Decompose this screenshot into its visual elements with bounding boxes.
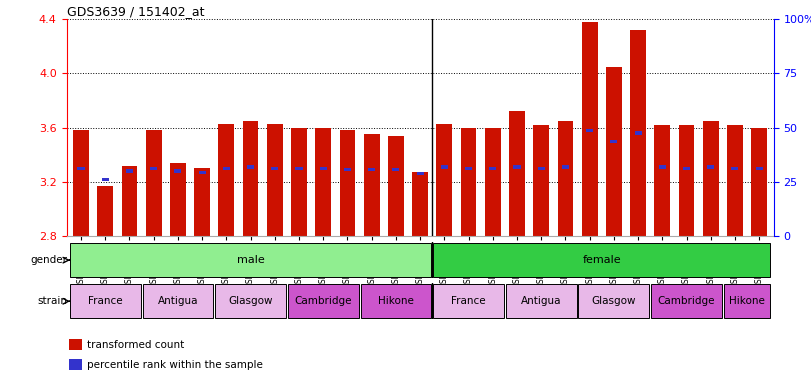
Bar (174, 169, 182, 173)
Bar (70, 285, 140, 318)
Bar (417, 172, 423, 175)
Bar (461, 128, 476, 236)
Bar (756, 167, 762, 170)
Bar (271, 167, 278, 170)
Text: Antigua: Antigua (157, 296, 198, 306)
Bar (315, 128, 331, 236)
Bar (267, 124, 283, 236)
Bar (436, 124, 453, 236)
Bar (586, 129, 593, 132)
Text: France: France (451, 296, 486, 306)
Bar (654, 125, 670, 236)
Bar (122, 166, 137, 236)
Bar (247, 165, 254, 169)
Bar (146, 131, 161, 236)
Text: gender: gender (30, 255, 67, 265)
Bar (538, 167, 545, 170)
Bar (291, 128, 307, 236)
Text: France: France (88, 296, 122, 306)
Text: GDS3639 / 151402_at: GDS3639 / 151402_at (67, 5, 204, 18)
Bar (150, 167, 157, 170)
Bar (73, 131, 89, 236)
Bar (215, 285, 286, 318)
Bar (433, 243, 770, 277)
Bar (634, 131, 642, 135)
Bar (195, 168, 210, 236)
Bar (578, 285, 650, 318)
Bar (751, 128, 767, 236)
Bar (606, 67, 622, 236)
Text: Glasgow: Glasgow (591, 296, 636, 306)
Bar (723, 285, 770, 318)
Text: Hikone: Hikone (729, 296, 765, 306)
Bar (433, 285, 504, 318)
Bar (489, 167, 496, 170)
Bar (659, 165, 666, 169)
Bar (126, 169, 133, 173)
Text: Glasgow: Glasgow (229, 296, 272, 306)
Bar (364, 134, 380, 236)
Text: percentile rank within the sample: percentile rank within the sample (87, 360, 263, 370)
Bar (223, 167, 230, 170)
Bar (506, 285, 577, 318)
Bar (513, 165, 521, 169)
Bar (340, 131, 355, 236)
Text: Cambridge: Cambridge (294, 296, 352, 306)
Text: Hikone: Hikone (378, 296, 414, 306)
Bar (679, 125, 694, 236)
Text: male: male (237, 255, 264, 265)
Bar (69, 339, 82, 350)
Bar (388, 136, 404, 236)
Bar (368, 168, 375, 171)
Bar (703, 121, 719, 236)
Bar (683, 167, 690, 170)
Bar (562, 165, 569, 169)
Bar (630, 30, 646, 236)
Bar (727, 125, 743, 236)
Bar (242, 121, 259, 236)
Bar (485, 128, 500, 236)
Bar (707, 165, 714, 169)
Bar (611, 139, 617, 143)
Text: female: female (582, 255, 621, 265)
Bar (440, 165, 448, 169)
Bar (465, 167, 472, 170)
Bar (393, 168, 400, 171)
Bar (101, 177, 109, 181)
Text: Cambridge: Cambridge (658, 296, 715, 306)
Bar (70, 243, 431, 277)
Bar (557, 121, 573, 236)
Text: strain: strain (37, 296, 67, 306)
Bar (288, 285, 358, 318)
Bar (143, 285, 213, 318)
Bar (534, 125, 549, 236)
Bar (344, 168, 351, 171)
Bar (412, 172, 428, 236)
Bar (218, 124, 234, 236)
Bar (170, 163, 186, 236)
Text: transformed count: transformed count (87, 340, 184, 350)
Bar (732, 167, 739, 170)
Bar (69, 359, 82, 370)
Bar (295, 167, 303, 170)
Bar (199, 171, 206, 174)
Bar (509, 111, 525, 236)
Bar (581, 22, 598, 236)
Bar (97, 186, 113, 236)
Bar (320, 167, 327, 170)
Bar (78, 167, 84, 170)
Bar (651, 285, 722, 318)
Bar (361, 285, 431, 318)
Text: Antigua: Antigua (521, 296, 561, 306)
